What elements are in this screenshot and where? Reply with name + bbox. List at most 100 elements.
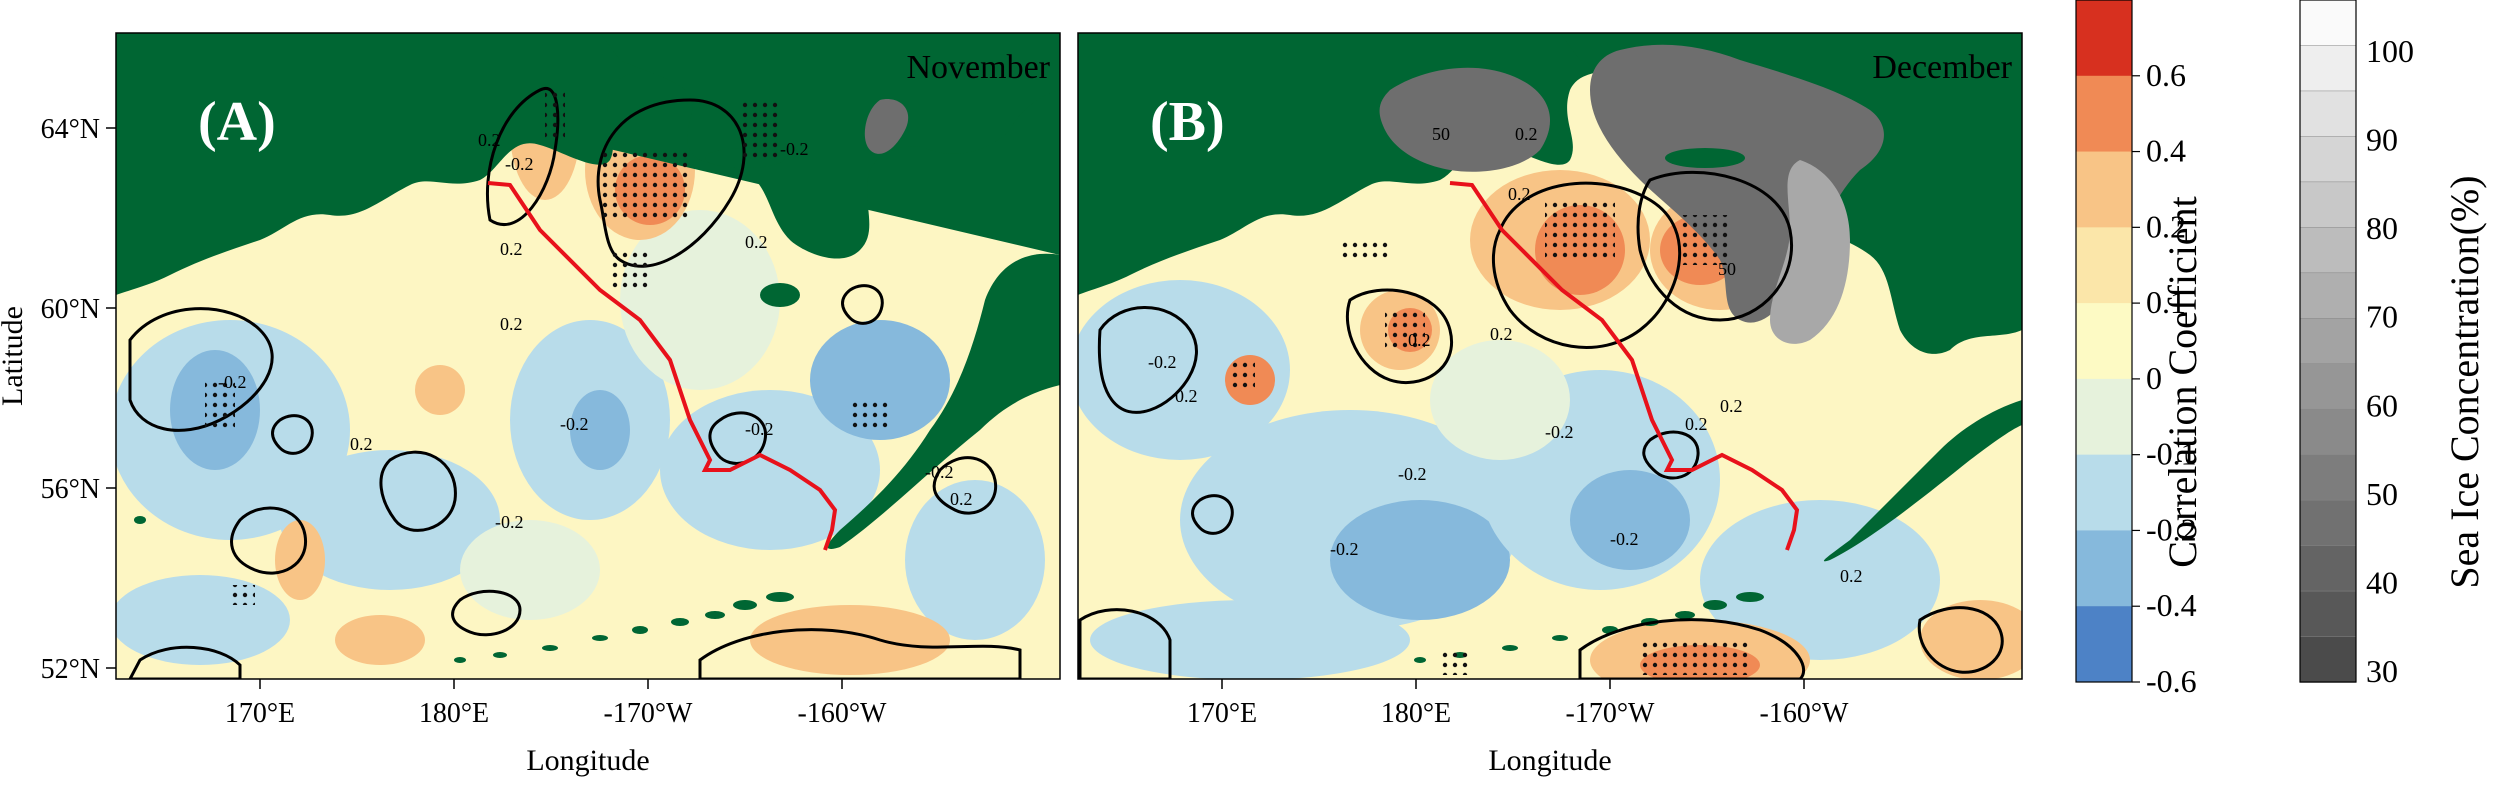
x-tick-label: -160°W <box>1760 698 1850 729</box>
land-alaska-west <box>600 33 1060 259</box>
contour-label: 0.2 <box>1508 184 1531 204</box>
contour-label: 50 <box>1718 259 1736 279</box>
colorbar-tick-label: 70 <box>2366 299 2398 335</box>
contour-label: -0.2 <box>218 372 247 392</box>
route-line <box>1449 181 1800 551</box>
colorbar-band <box>2076 530 2132 607</box>
contour-label: 0.2 <box>1408 330 1431 350</box>
colorbar-band <box>2299 90 2357 138</box>
y-tick-label: 64°N <box>41 114 100 145</box>
contour-label: -0.2 <box>1398 464 1427 484</box>
colorbar-band <box>2299 545 2357 592</box>
significance-stipple <box>205 90 890 605</box>
x-tick-label: -170°W <box>604 698 694 729</box>
contour-zero-lines <box>1078 170 2004 679</box>
colorbar-band <box>2076 303 2132 380</box>
colorbar-band <box>2076 0 2132 77</box>
aleutian-islands <box>134 516 794 663</box>
panel-a-month: November <box>906 49 1050 86</box>
colorbar-tick-label: 50 <box>2366 476 2398 512</box>
contour-label: -0.2 <box>780 139 809 159</box>
colorbar-frame <box>2075 0 2133 683</box>
colorbar-band <box>2076 151 2132 228</box>
colorbar-tick-label: 90 <box>2366 122 2398 158</box>
correlation-colorbar-title: Correlation Coefficient <box>2160 196 2205 567</box>
y-tick-label: 60°N <box>41 294 100 325</box>
colorbar-tick-label: 0.6 <box>2146 57 2186 93</box>
panel-b-month: December <box>1872 49 2012 86</box>
contour-label: 0.2 <box>950 489 973 509</box>
colorbar-band <box>2076 227 2132 304</box>
x-axis-title: Longitude <box>1488 744 1611 777</box>
colorbar-band <box>2299 363 2357 410</box>
colorbar-band <box>2076 378 2132 456</box>
island-st-lawrence <box>1665 148 1745 168</box>
island-nunivak <box>760 283 800 307</box>
sea-ice-norton <box>1770 160 1850 344</box>
colorbar-band <box>2076 75 2132 153</box>
contour-label: -0.2 <box>745 419 774 439</box>
colorbar-tick-label: -0.4 <box>2146 587 2197 623</box>
contour-label: 0.2 <box>350 434 373 454</box>
colorbar-tick-label: -0.2 <box>2146 511 2197 547</box>
x-tick-label: 180°E <box>1381 698 1451 729</box>
y-tick-label: 52°N <box>41 654 100 685</box>
colorbar-band <box>2299 636 2357 683</box>
x-axis-a: 170°E 180°E -170°W -160°W Longitude <box>225 679 887 777</box>
colorbar-tick-label: 0.1 <box>2146 284 2186 320</box>
colorbar-tick-label: 0.4 <box>2146 133 2186 169</box>
contour-labels-b: 50 0.2 0.2 50 -0.2 0.2 0.2 0.2 -0.2 -0.2… <box>1148 124 1863 586</box>
land-chukotka <box>116 33 660 295</box>
sea-ice-colorbar-title: Sea Ice Concentration(%) <box>2442 175 2487 588</box>
colorbar-tick-label: -0.1 <box>2146 436 2197 472</box>
contour-label: 0.2 <box>745 232 768 252</box>
x-tick-label: 180°E <box>419 698 489 729</box>
colorbar-band <box>2299 318 2357 365</box>
colorbar-band <box>2299 272 2357 320</box>
colorbar-band <box>2299 181 2357 229</box>
y-axis: 64°N 60°N 56°N 52°N Latitude <box>0 114 116 685</box>
route-line <box>487 181 838 551</box>
x-axis-title: Longitude <box>526 744 649 777</box>
contour-label: -0.2 <box>1545 422 1574 442</box>
colorbar-tick-label: 80 <box>2366 210 2398 246</box>
panel-a-frame <box>115 32 1061 680</box>
contour-label: 0.2 <box>500 239 523 259</box>
colorbar-band <box>2299 454 2357 501</box>
colorbar-band <box>2299 408 2357 456</box>
colorbar-band <box>2299 227 2357 274</box>
significance-stipple <box>1230 200 1750 675</box>
contour-label: 0.2 <box>478 130 501 150</box>
contour-label: 0.2 <box>1490 324 1513 344</box>
colorbar-band <box>2299 45 2357 92</box>
colorbar-band <box>2076 454 2132 531</box>
x-tick-label: 170°E <box>1187 698 1257 729</box>
contour-label: 0.2 <box>1175 386 1198 406</box>
contour-label: -0.2 <box>495 512 524 532</box>
colorbar-tick-label: 100 <box>2366 33 2414 69</box>
sea-ice-west <box>1379 67 1550 172</box>
panel-b-tag: (B) <box>1150 91 1225 153</box>
contour-label: 0.2 <box>1515 124 1538 144</box>
contour-label: -0.2 <box>560 414 589 434</box>
sea-ice-patch <box>864 99 909 154</box>
colorbar-band <box>2299 590 2357 638</box>
x-axis-b: 170°E 180°E -170°W -160°W Longitude <box>1187 679 1849 777</box>
colorbar-tick-label: 0.2 <box>2146 208 2186 244</box>
contour-label: 0.2 <box>1685 414 1708 434</box>
x-tick-label: -160°W <box>798 698 888 729</box>
contour-label: -0.2 <box>1330 539 1359 559</box>
contour-label: 50 <box>1432 124 1450 144</box>
colorbar-tick-label: 60 <box>2366 387 2398 423</box>
correlation-colorbar: 0.6 0.4 0.2 0.1 0 -0.1 -0.2 -0.4 -0.6 <box>2075 0 2197 699</box>
colorbar-frame <box>2299 0 2357 683</box>
contour-label: 0.2 <box>1840 566 1863 586</box>
sea-ice-colorbar: 100 90 80 70 60 50 40 30 <box>2299 0 2414 689</box>
panel-a-tag: (A) <box>198 91 276 153</box>
colorbar-tick-label: 30 <box>2366 653 2398 689</box>
contour-labels-a: 0.2 -0.2 0.2 0.2 -0.2 0.2 -0.2 -0.2 0.2 … <box>218 130 973 532</box>
contour-label: 0.2 <box>500 314 523 334</box>
panel-b <box>1078 33 2022 679</box>
y-tick-label: 56°N <box>41 474 100 505</box>
